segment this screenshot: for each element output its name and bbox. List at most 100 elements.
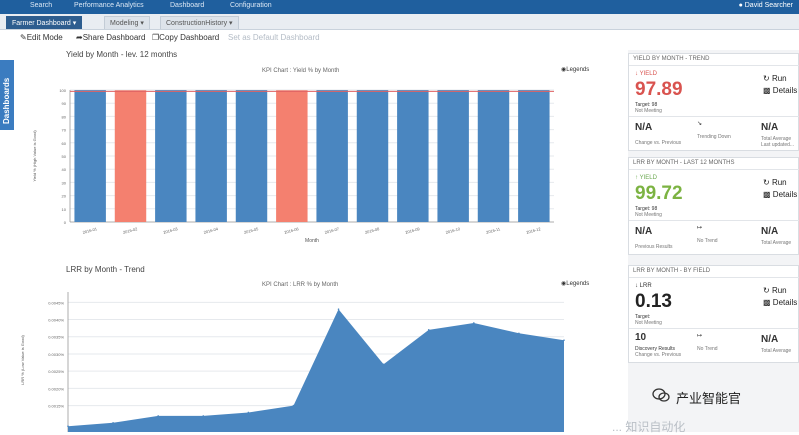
y-tick-label: 0.0035%: [48, 335, 64, 340]
card-metric-3: N/A: [761, 334, 779, 345]
nav-dashboard[interactable]: Dashboard: [170, 2, 205, 9]
user-name: David Searcher: [744, 2, 793, 9]
card-value: 97.89: [635, 79, 683, 100]
copy-dashboard-button[interactable]: ❐Copy Dashboard: [152, 33, 219, 42]
watermark-text: 产业智能官: [676, 391, 742, 406]
x-tick-label: 2016-06: [284, 226, 300, 235]
card-kind-label: LRR: [639, 283, 652, 289]
copy-dashboard-label: Copy Dashboard: [159, 33, 220, 42]
nav-configuration[interactable]: Configuration: [230, 2, 272, 9]
y-tick-label: 80: [62, 114, 67, 119]
x-tick-label: 2016-01: [82, 226, 98, 235]
card-metric-3-sub: Last updated...: [761, 142, 795, 148]
edit-mode-button[interactable]: ✎Edit Mode: [20, 33, 63, 42]
details-button[interactable]: ▩ Details: [763, 298, 797, 307]
card-metric-1: N/A: [635, 122, 653, 133]
tab-modeling[interactable]: Modeling ▾: [104, 16, 150, 29]
card-metric-3-note: Total Average: [761, 136, 792, 142]
card-metric-3-note: Total Average: [761, 348, 792, 354]
legend-icon: ◉: [561, 67, 567, 73]
details-button[interactable]: ▩ Details: [763, 190, 797, 199]
watermark-faint-text: ... 知识自动化: [612, 420, 686, 434]
data-point: [427, 329, 430, 331]
no-trend-icon: ↦: [697, 225, 703, 231]
kpi-card-lrr-last-12: LRR BY MONTH - LAST 12 MONTHS ↑ YIELD 99…: [628, 157, 799, 255]
y-tick-label: 0.0025%: [48, 369, 64, 374]
y-tick-label: 60: [62, 141, 67, 146]
details-button[interactable]: ▩ Details: [763, 86, 797, 95]
run-label: Run: [771, 74, 787, 83]
card-kind: ↑ YIELD: [635, 175, 657, 181]
bar-chart-icon: ▩: [763, 298, 771, 307]
tab-label: Modeling: [110, 20, 139, 27]
card-kind: ↓ LRR: [635, 283, 652, 289]
y-tick-label: 0.0020%: [48, 386, 64, 391]
user-menu[interactable]: ● David Searcher: [739, 2, 793, 9]
tab-construction-history[interactable]: ConstructionHistory ▾: [160, 16, 239, 29]
lrr-area-series: [68, 309, 564, 432]
card-metric-1: 10: [635, 332, 647, 343]
data-point: [337, 308, 340, 311]
refresh-icon: ↻: [763, 286, 770, 295]
lrr-panel-title: LRR by Month - Trend: [66, 265, 145, 274]
card-metric-1-note: Previous Results: [635, 244, 673, 250]
data-point: [247, 411, 250, 414]
card-divider: [629, 65, 799, 66]
run-button[interactable]: ↻ Run: [763, 286, 787, 295]
tab-farmer-dashboard[interactable]: Farmer Dashboard ▾: [6, 16, 83, 29]
details-label: Details: [772, 298, 798, 307]
run-label: Run: [771, 178, 787, 187]
details-label: Details: [772, 190, 798, 199]
y-tick-label: 0: [64, 220, 67, 225]
lrr-chart-title: KPI Chart : LRR % by Month: [262, 282, 339, 288]
card-target: Target: 98: [635, 206, 658, 212]
card-metric-1: N/A: [635, 226, 653, 237]
data-point: [292, 404, 295, 407]
lrr-area-chart: 0.0045% 0.0040% 0.0035% 0.0030% 0.0025% 0.002…: [20, 292, 565, 432]
data-point: [202, 415, 205, 417]
card-value: 99.72: [635, 183, 683, 204]
dashboard-toolbar: ✎Edit Mode ➦Share Dashboard ❐Copy Dashbo…: [0, 30, 620, 46]
card-metric-1-sub: Change vs. Previous: [635, 352, 682, 358]
yield-legends-link[interactable]: ◉Legends: [561, 66, 589, 73]
dashboards-side-tab-label: Dashboards: [2, 77, 11, 124]
lrr-legends-link[interactable]: ◉Legends: [561, 280, 589, 287]
legend-icon: ◉: [561, 281, 567, 287]
card-metric-3-note: Total Average: [761, 240, 792, 246]
refresh-icon: ↻: [763, 178, 770, 187]
card-divider: [629, 116, 799, 117]
run-label: Run: [771, 286, 787, 295]
nav-search[interactable]: Search: [30, 2, 53, 9]
bar: [114, 90, 147, 222]
y-axis-title: LRR % (Low Value is Good): [20, 334, 25, 384]
x-tick-label: 2016-08: [364, 226, 380, 235]
y-tick-label: 0.0040%: [48, 318, 64, 323]
run-button[interactable]: ↻ Run: [763, 178, 787, 187]
share-dashboard-button[interactable]: ➦Share Dashboard: [76, 33, 145, 42]
kpi-sidebar: YIELD BY MONTH - TREND ↓ YIELD 97.89 Tar…: [628, 50, 799, 432]
trend-down-icon: ↘: [697, 121, 703, 127]
chevron-down-icon[interactable]: ▾: [140, 20, 144, 27]
card-metric-2-note: Trending Down: [697, 134, 731, 140]
card-kind-label: YIELD: [639, 71, 657, 77]
arrow-up-icon: ↑: [635, 175, 638, 181]
x-tick-label: 2016-11: [486, 226, 502, 235]
bar: [437, 90, 469, 222]
bar: [235, 90, 268, 222]
chevron-down-icon[interactable]: ▾: [72, 20, 77, 27]
card-title: LRR BY MONTH - LAST 12 MONTHS: [633, 160, 735, 166]
card-metric-2-note: No Trend: [697, 346, 718, 352]
card-divider: [629, 169, 799, 170]
no-trend-icon: ↦: [697, 333, 703, 339]
data-point: [473, 322, 475, 324]
bar: [316, 90, 348, 222]
card-title: LRR BY MONTH - BY FIELD: [633, 268, 711, 274]
run-button[interactable]: ↻ Run: [763, 74, 787, 83]
bar: [397, 90, 429, 222]
nav-performance-analytics[interactable]: Performance Analytics: [74, 2, 144, 9]
dashboards-side-tab[interactable]: Dashboards: [0, 60, 14, 130]
card-note: Not Meeting: [635, 320, 662, 326]
legend-label: Legends: [566, 67, 590, 73]
chevron-down-icon[interactable]: ▾: [229, 20, 233, 27]
